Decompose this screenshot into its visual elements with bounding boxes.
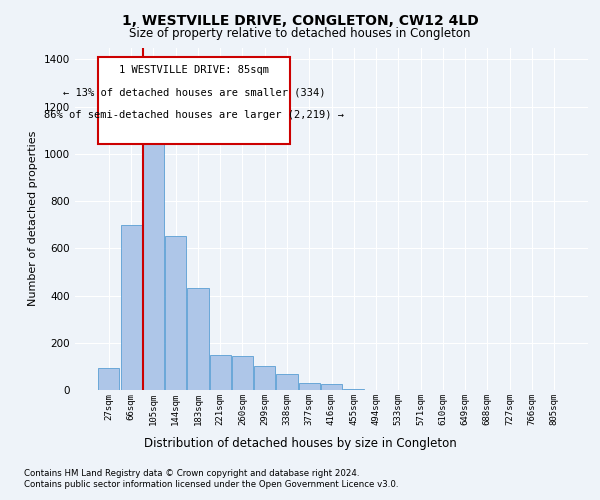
Bar bbox=[187, 288, 209, 390]
Bar bbox=[321, 384, 342, 390]
FancyBboxPatch shape bbox=[98, 57, 290, 144]
Bar bbox=[232, 356, 253, 390]
Text: 1, WESTVILLE DRIVE, CONGLETON, CW12 4LD: 1, WESTVILLE DRIVE, CONGLETON, CW12 4LD bbox=[122, 14, 478, 28]
Bar bbox=[299, 383, 320, 390]
Bar bbox=[209, 354, 231, 390]
Bar bbox=[277, 374, 298, 390]
Text: Contains public sector information licensed under the Open Government Licence v3: Contains public sector information licen… bbox=[24, 480, 398, 489]
Text: Contains HM Land Registry data © Crown copyright and database right 2024.: Contains HM Land Registry data © Crown c… bbox=[24, 469, 359, 478]
Bar bbox=[254, 366, 275, 390]
Text: ← 13% of detached houses are smaller (334): ← 13% of detached houses are smaller (33… bbox=[62, 88, 325, 98]
Y-axis label: Number of detached properties: Number of detached properties bbox=[28, 131, 38, 306]
Bar bbox=[121, 224, 142, 390]
Text: Size of property relative to detached houses in Congleton: Size of property relative to detached ho… bbox=[129, 28, 471, 40]
Bar bbox=[343, 389, 364, 390]
Bar bbox=[165, 236, 186, 390]
Bar bbox=[98, 368, 119, 390]
Text: Distribution of detached houses by size in Congleton: Distribution of detached houses by size … bbox=[143, 438, 457, 450]
Text: 86% of semi-detached houses are larger (2,219) →: 86% of semi-detached houses are larger (… bbox=[44, 110, 344, 120]
Bar bbox=[143, 123, 164, 390]
Text: 1 WESTVILLE DRIVE: 85sqm: 1 WESTVILLE DRIVE: 85sqm bbox=[119, 65, 269, 75]
